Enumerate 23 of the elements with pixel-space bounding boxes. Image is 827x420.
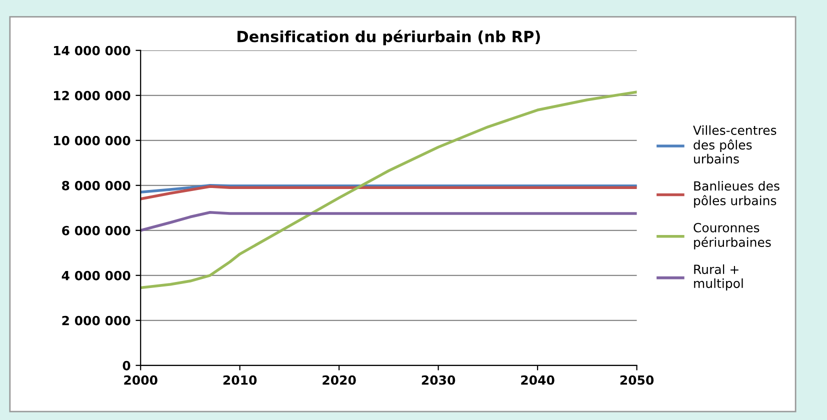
legend-label: Couronnes périurbaines — [694, 222, 771, 250]
legend-label: Rural + multipol — [694, 264, 743, 290]
x-tick-label: 2040 — [521, 375, 554, 385]
x-tick-label: 2000 — [124, 375, 158, 385]
x-tick-label: 2010 — [223, 375, 257, 385]
line-series — [140, 211, 637, 232]
chart-title: Densification du périurbain (nb RP) — [238, 30, 540, 46]
y-tick-label: 10 000 000 — [54, 136, 130, 146]
x-tick-label: 2050 — [620, 375, 654, 385]
y-tick-label: 8 000 000 — [62, 180, 130, 190]
y-tick-label: 2 000 000 — [62, 316, 130, 326]
y-tick-label: 6 000 000 — [62, 226, 130, 236]
y-tick-label: 4 000 000 — [62, 270, 130, 280]
x-tick-label: 2030 — [422, 375, 456, 385]
y-tick-label: 14 000 000 — [54, 46, 130, 56]
legend-label: Banlieues des pôles urbains — [694, 181, 780, 208]
line-series — [140, 184, 637, 194]
x-tick-label: 2020 — [322, 375, 356, 385]
legend-label: Villes-centres des pôles urbains — [693, 125, 776, 164]
y-tick-label: 0 — [122, 360, 130, 370]
line-series — [140, 90, 637, 290]
y-tick-label: 12 000 000 — [54, 90, 130, 100]
line-series — [140, 185, 637, 200]
